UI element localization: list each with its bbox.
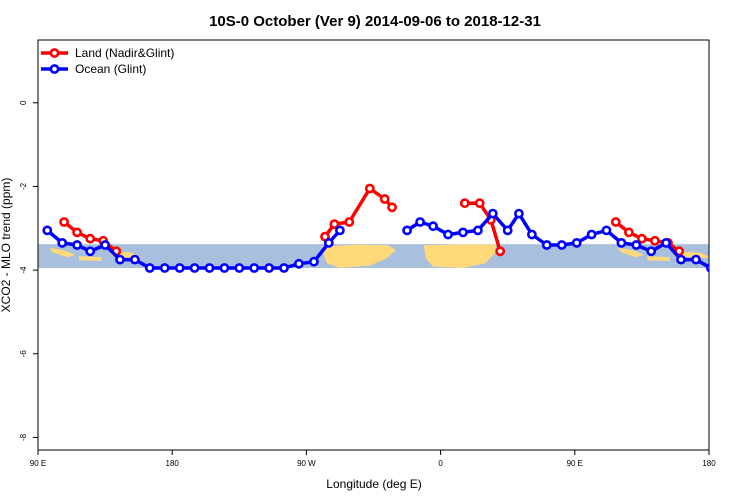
data-point xyxy=(443,229,453,240)
data-point xyxy=(72,240,82,250)
data-point xyxy=(85,233,96,244)
y-tick-label: -8 xyxy=(19,433,28,441)
y-axis: 0 -2 -4 -6 -8 xyxy=(19,100,38,441)
data-point xyxy=(650,235,660,246)
data-point xyxy=(72,227,82,238)
plot-frame xyxy=(37,39,710,451)
data-point xyxy=(586,229,597,240)
x-tick-label: 90 E xyxy=(567,459,583,468)
data-point xyxy=(571,237,582,248)
y-tick-label: -4 xyxy=(19,266,28,274)
data-point xyxy=(706,263,709,273)
data-point xyxy=(379,194,390,204)
data-point xyxy=(323,237,334,248)
data-point xyxy=(661,237,671,248)
data-point xyxy=(472,225,483,236)
x-tick-label: 0 xyxy=(438,459,443,468)
legend-label: Land (Nadir&Glint) xyxy=(75,46,174,60)
data-point xyxy=(144,263,155,273)
land-sumatra-left xyxy=(49,247,76,258)
y-tick-label: -2 xyxy=(19,182,28,190)
data-point xyxy=(129,254,140,265)
data-point xyxy=(329,219,340,229)
data-point xyxy=(487,208,498,219)
legend: Land (Nadir&Glint) Ocean (Glint) xyxy=(41,46,174,76)
data-point xyxy=(293,258,304,269)
data-point xyxy=(676,254,686,265)
data-point xyxy=(610,217,621,227)
land-africa xyxy=(423,244,497,268)
land-sumatra-right xyxy=(617,247,644,258)
data-point xyxy=(691,254,701,265)
map-band xyxy=(38,244,709,269)
data-point xyxy=(264,263,274,273)
data-point xyxy=(234,263,245,273)
legend-swatch-point xyxy=(49,48,60,58)
data-point xyxy=(474,198,485,209)
data-point xyxy=(57,237,68,248)
data-point xyxy=(722,264,729,271)
data-point xyxy=(556,240,567,250)
chart-title: 10S-0 October (Ver 9) 2014-09-06 to 2018… xyxy=(209,13,541,30)
data-point xyxy=(189,263,200,273)
data-point xyxy=(249,263,260,273)
series-ocean-glint xyxy=(42,208,729,273)
data-point xyxy=(646,246,657,257)
data-point xyxy=(458,227,468,238)
data-point xyxy=(402,225,412,236)
data-point xyxy=(219,263,230,273)
data-point xyxy=(204,263,215,273)
data-point xyxy=(59,217,69,227)
data-point xyxy=(527,229,537,240)
data-point xyxy=(514,208,524,219)
data-point xyxy=(495,246,506,257)
y-tick-label: 0 xyxy=(19,100,28,105)
data-point xyxy=(85,246,96,257)
data-point xyxy=(502,225,513,236)
data-point xyxy=(364,183,375,194)
x-axis-label: Longitude (deg E) xyxy=(326,477,421,491)
data-point xyxy=(174,263,185,273)
data-point xyxy=(459,198,470,209)
land-new-guinea-right xyxy=(677,251,709,259)
y-tick-label: -6 xyxy=(19,350,28,358)
data-point xyxy=(308,256,319,267)
data-point xyxy=(344,217,355,227)
land-java-left xyxy=(79,256,102,261)
series-line xyxy=(464,201,502,252)
x-tick-label: 180 xyxy=(166,459,180,468)
data-point xyxy=(541,240,552,250)
data-point xyxy=(637,233,647,244)
legend-label: Ocean (Glint) xyxy=(75,62,146,76)
data-point xyxy=(334,225,345,236)
x-tick-label: 90 W xyxy=(297,459,316,468)
data-point xyxy=(631,240,642,250)
data-point xyxy=(115,254,125,265)
data-point xyxy=(601,225,612,236)
data-point xyxy=(616,237,627,248)
data-point xyxy=(428,221,438,232)
data-point xyxy=(415,217,425,227)
y-axis-label: XCO2 - MLO trend (ppm) xyxy=(0,178,13,313)
land-south-america xyxy=(322,244,396,268)
legend-swatch-point xyxy=(49,64,60,74)
data-point xyxy=(42,225,53,236)
data-point xyxy=(624,227,634,238)
x-tick-label: 90 E xyxy=(30,459,46,468)
x-tick-label: 180 xyxy=(702,459,716,468)
land-java-right xyxy=(647,256,670,261)
data-point xyxy=(387,202,397,213)
data-point xyxy=(100,240,110,250)
x-axis: 90 E 180 90 W 0 90 E 180 xyxy=(30,450,716,468)
series-layer xyxy=(42,183,729,273)
data-point xyxy=(159,263,170,273)
data-point xyxy=(279,263,289,273)
